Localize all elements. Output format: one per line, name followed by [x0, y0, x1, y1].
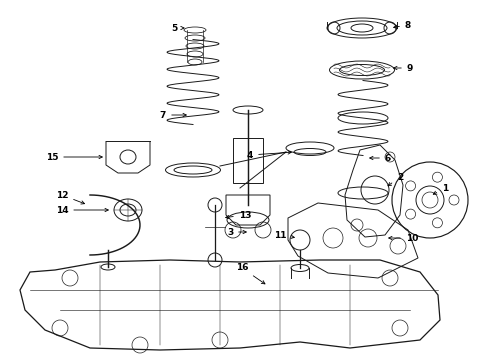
Text: 16: 16	[236, 264, 265, 284]
Text: 4: 4	[247, 150, 291, 159]
Text: 2: 2	[388, 172, 403, 186]
Bar	[233, 138, 263, 183]
Text: 10: 10	[389, 234, 418, 243]
Text: 3: 3	[227, 228, 246, 237]
Text: 13: 13	[226, 211, 251, 220]
Text: 12: 12	[56, 190, 85, 204]
Text: 9: 9	[393, 63, 413, 72]
Text: 11: 11	[274, 230, 294, 239]
Text: 5: 5	[171, 23, 184, 32]
Text: 1: 1	[433, 184, 448, 194]
Text: 7: 7	[160, 111, 186, 120]
Text: 8: 8	[393, 21, 411, 30]
Text: 14: 14	[56, 206, 108, 215]
Text: 6: 6	[370, 153, 391, 162]
Text: 15: 15	[46, 153, 102, 162]
